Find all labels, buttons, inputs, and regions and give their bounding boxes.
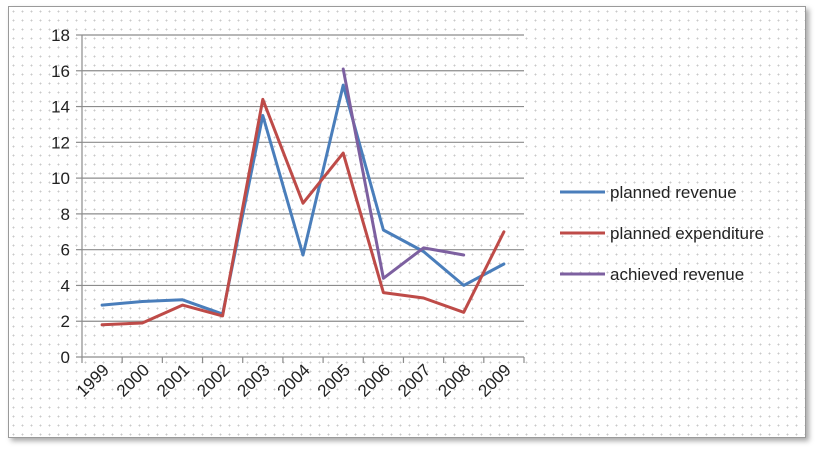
- y-tick-label: 0: [61, 348, 70, 367]
- x-tick-label: 2001: [153, 360, 193, 400]
- x-tick-label: 2005: [314, 360, 354, 400]
- y-tick-label: 6: [61, 241, 70, 260]
- legend-label: planned revenue: [610, 183, 737, 202]
- chart-frame: [8, 6, 806, 438]
- x-tick-label: 2007: [394, 360, 434, 400]
- x-tick-label: 2008: [434, 360, 474, 400]
- y-axis-ticks: 0 2 4 6 8 10 12 14 16 18: [51, 26, 70, 367]
- legend-label: planned expenditure: [610, 224, 764, 243]
- x-tick-label: 2009: [475, 360, 515, 400]
- x-tick-label: 2004: [274, 360, 314, 400]
- y-tick-label: 14: [51, 98, 70, 117]
- series-line-2: [341, 67, 466, 280]
- y-tick-label: 16: [51, 62, 70, 81]
- x-tick-label: 2000: [113, 360, 153, 400]
- x-tick-label: 2002: [193, 360, 233, 400]
- series-line-1: [100, 97, 506, 327]
- legend: planned revenue planned expenditure achiev…: [560, 183, 764, 284]
- x-tick-label: 1999: [73, 360, 113, 400]
- x-tick-label: 2003: [233, 360, 273, 400]
- gridlines: [82, 34, 524, 322]
- series-line-0: [100, 83, 506, 316]
- legend-label: achieved revenue: [610, 265, 744, 284]
- y-tick-label: 8: [61, 205, 70, 224]
- y-tick-label: 10: [51, 169, 70, 188]
- series-lines: [100, 67, 506, 327]
- y-tick-label: 4: [61, 276, 70, 295]
- axes: [76, 34, 525, 363]
- x-axis-ticks: 1999 2000 2001 2002 2003 2004 2005 2006 2007 2008…: [73, 360, 515, 400]
- y-tick-label: 2: [61, 312, 70, 331]
- y-tick-label: 18: [51, 26, 70, 45]
- y-tick-label: 12: [51, 133, 70, 152]
- x-tick-label: 2006: [354, 360, 394, 400]
